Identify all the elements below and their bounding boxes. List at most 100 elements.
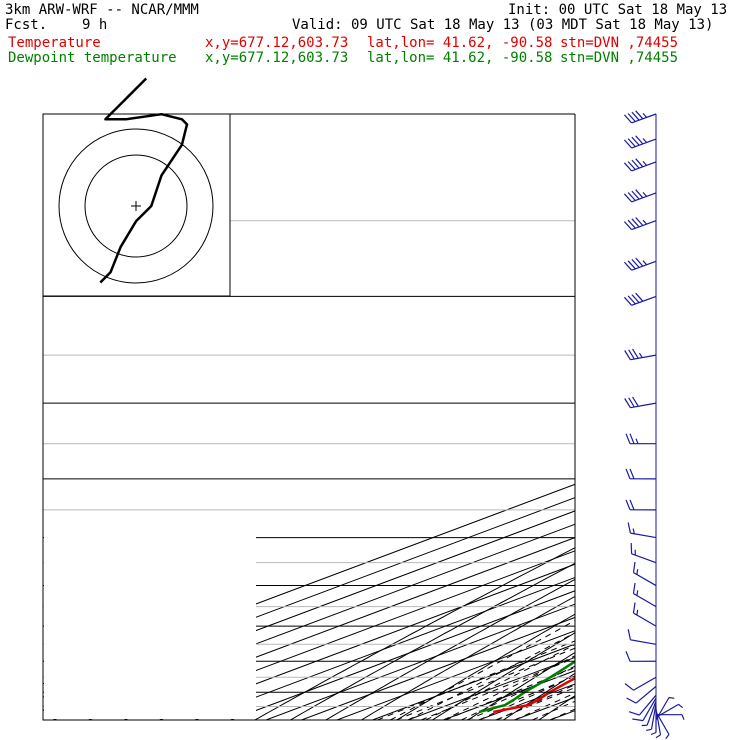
dry-adiabat [716, 114, 740, 720]
wind-barb-flag [632, 602, 636, 614]
dry-adiabat [361, 595, 575, 720]
wind-barb-halfflag [636, 609, 639, 616]
wind-barb-staff [642, 697, 657, 721]
wind-barb-flag [627, 629, 631, 640]
wind-barb-flag [629, 499, 635, 511]
wind-barb-flag [627, 161, 636, 170]
isotherm-line [372, 643, 575, 720]
wind-barb-halfflag [650, 731, 657, 736]
plot-overlay [42, 77, 576, 721]
wind-barb-halfflag [646, 728, 652, 731]
dew-latlon: lat,lon= 41.62, -90.58 [367, 50, 553, 66]
wind-barb-flag [623, 114, 633, 124]
wind-barb-flag [635, 257, 644, 267]
moist-adiabat [532, 700, 575, 720]
wind-barb-flag [623, 221, 633, 231]
hodograph-ring [84, 154, 188, 258]
wind-barb-staff [631, 553, 657, 564]
wind-barb-flag [632, 348, 639, 359]
moist-adiabat [496, 684, 575, 720]
dewpoint-profile [478, 660, 575, 714]
isotherm-line [407, 656, 575, 720]
wind-barb-flag [624, 398, 631, 409]
wind-barb-flag [627, 138, 636, 148]
wind-barb-halfflag [668, 696, 675, 699]
wind-barb-flag [635, 292, 644, 302]
forecast-label: Fcst. [5, 17, 48, 33]
wind-barb-flag [625, 499, 631, 511]
wind-barb-halfflag [636, 590, 639, 596]
isotherm-line [265, 603, 575, 720]
dry-adiabat [538, 695, 575, 720]
wind-barb-staff [655, 703, 679, 718]
wind-barb-flag [623, 296, 633, 306]
isotherm-line [230, 590, 575, 720]
wind-barb-flag [625, 651, 631, 662]
mixing-ratio-line [421, 657, 575, 720]
isotherm-line [88, 537, 575, 720]
wind-barb-flag [629, 433, 635, 444]
moist-adiabat [390, 620, 575, 720]
wind-barb-staff [631, 220, 657, 231]
dry-adiabat [681, 114, 740, 720]
valid-time: Valid: 09 UTC Sat 18 May 13 (03 MDT Sat … [292, 17, 714, 33]
wind-barb-staff [635, 685, 657, 704]
wind-barb-flag [623, 261, 633, 271]
dry-adiabat [574, 718, 575, 720]
init-time: Init: 00 UTC Sat 18 May 13 [508, 2, 728, 18]
wind-barb-staff [631, 161, 657, 172]
wind-barb-flag [635, 158, 644, 168]
wind-barb-halfflag [642, 138, 648, 143]
wind-barb-staff [630, 354, 657, 361]
dry-adiabat [290, 562, 575, 720]
dry-adiabat [396, 613, 575, 720]
wind-barb-flag [631, 258, 640, 268]
wind-barb-flag [624, 683, 634, 691]
wind-barb-flag [635, 217, 644, 226]
mixing-ratio-line [495, 687, 575, 720]
dew-stn: stn=DVN ,74455 [560, 50, 679, 66]
isotherm-line [443, 670, 575, 720]
wind-barb-halfflag [642, 112, 648, 118]
isotherm-line [159, 563, 575, 720]
wind-barb-flag [631, 136, 640, 146]
wind-barb-staff [638, 694, 657, 716]
wind-barb-flag [632, 718, 644, 722]
wind-barb-flag [623, 193, 633, 203]
wind-barb-flag [625, 433, 631, 444]
wind-barb-staff [630, 402, 657, 409]
wind-barb-staff [650, 703, 657, 730]
wind-barb-staff [633, 593, 657, 608]
temperature-profile [493, 676, 575, 714]
wind-barb-staff [633, 572, 657, 587]
isotherm-line [478, 683, 575, 720]
wind-barb-halfflag [642, 160, 648, 166]
wind-barb-staff [631, 138, 657, 149]
wind-barb-halfflag [638, 352, 643, 358]
wind-barb-staff [631, 113, 657, 124]
wind-barb-flag [627, 113, 636, 122]
temp-latlon: lat,lon= 41.62, -90.58 [367, 35, 553, 51]
isotherm-line [549, 710, 575, 720]
wind-barb-staff [630, 532, 657, 539]
wind-barb-staff [646, 700, 657, 726]
parcel-panel-background [44, 537, 256, 719]
dry-adiabat [503, 672, 575, 720]
wind-barb-flag [632, 396, 639, 407]
isotherm-line [123, 550, 575, 720]
moist-adiabat [478, 675, 575, 720]
wind-barb-flag [632, 561, 636, 573]
wind-barb-halfflag [665, 734, 670, 740]
wind-barb-flag [628, 711, 640, 716]
wind-barb-halfflag [635, 438, 639, 444]
isotherm-line [43, 510, 575, 711]
parcel-info-panel [44, 537, 256, 719]
wind-barb-flag [631, 111, 640, 121]
dry-adiabat [610, 114, 740, 720]
model-title: 3km ARW-WRF -- NCAR/MMM [5, 2, 199, 18]
forecast-hour: 9 h [82, 17, 108, 33]
legend-dewpoint: Dewpoint temperature [8, 50, 177, 66]
wind-barb-halfflag [642, 191, 648, 197]
isotherm-line [586, 114, 740, 720]
